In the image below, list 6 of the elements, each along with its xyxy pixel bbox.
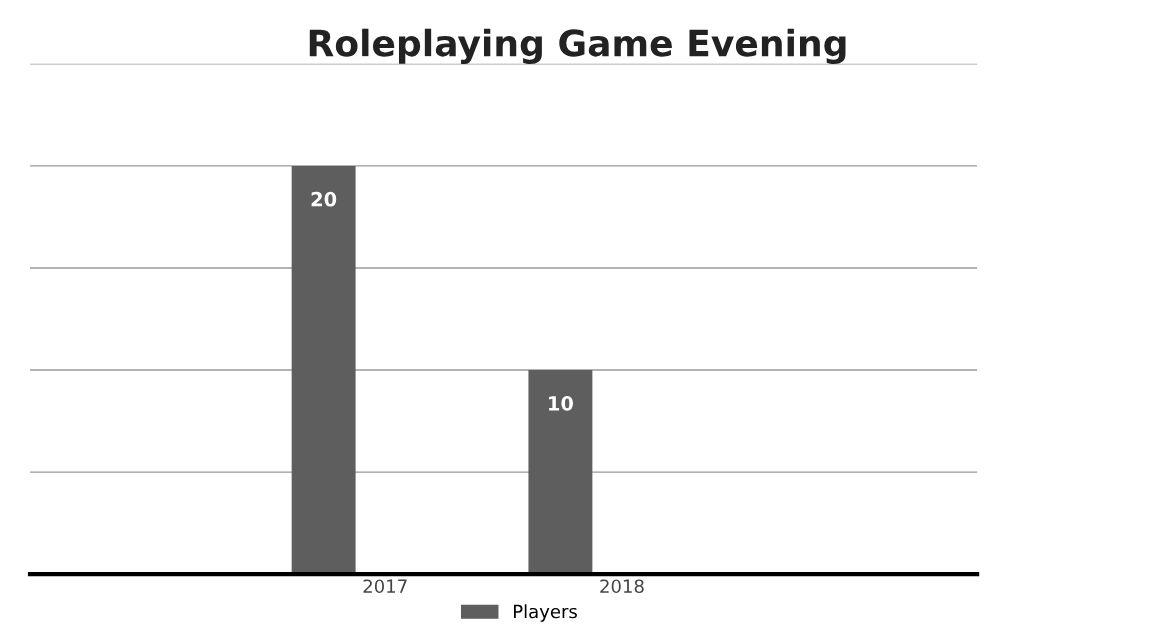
x-tick-label: 2017 (363, 579, 407, 594)
chart-title: Roleplaying Game Evening (309, 28, 846, 64)
x-tick-label: 2018 (600, 579, 644, 594)
data-label: 10 (549, 396, 574, 411)
data-label: 20 (311, 191, 337, 207)
legend-label: Players (514, 604, 577, 622)
